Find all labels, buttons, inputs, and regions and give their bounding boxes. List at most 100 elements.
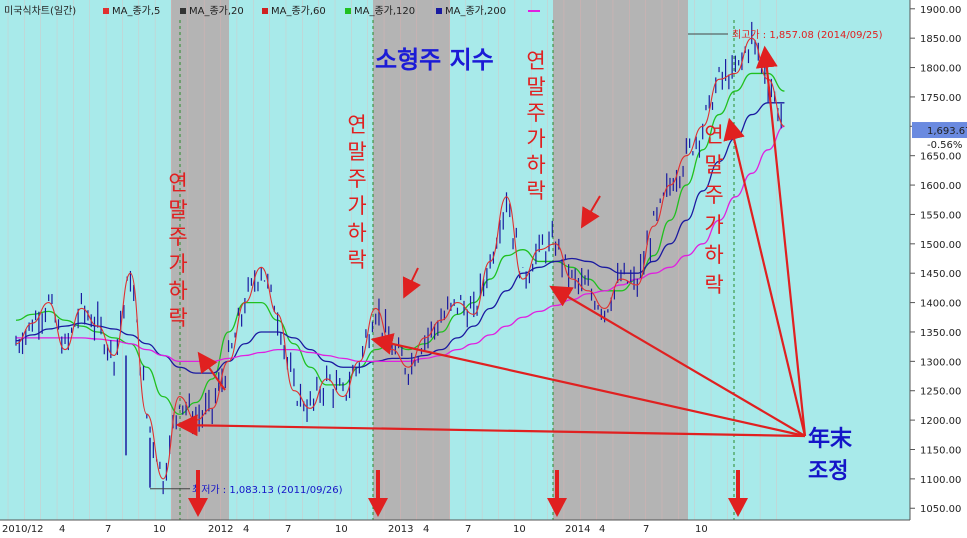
- x-tick-label: 2013: [388, 524, 413, 535]
- y-tick-label: 1900.00: [920, 5, 961, 16]
- legend: 미국식차트(일간) MA_종가,5 MA_종가,20 MA_종가,60 MA_종…: [4, 5, 540, 17]
- legend-swatch-ma20: [180, 8, 186, 14]
- y-tick-label: 1350.00: [920, 328, 961, 339]
- y-tick-label: 1850.00: [920, 34, 961, 45]
- pointer-arrow-4: [723, 117, 807, 437]
- down-arrow-head-2: [368, 498, 388, 517]
- x-tick-label: 2014: [565, 524, 590, 535]
- x-tick-label: 10: [695, 524, 708, 535]
- legend-ma5: MA_종가,5: [112, 5, 160, 17]
- x-tick-label: 2012: [208, 524, 233, 535]
- legend-ma200: MA_종가,200: [445, 5, 506, 17]
- legend-ma120: MA_종가,120: [354, 5, 415, 17]
- plot-background: [0, 0, 910, 520]
- annotation-year-end-4-char: 가: [704, 213, 723, 237]
- x-tick-label: 4: [599, 524, 605, 535]
- annotation-year-end-1-char: 하: [168, 279, 187, 303]
- y-tick-label: 1600.00: [920, 181, 961, 192]
- annotation-year-end-3-char: 주: [526, 101, 545, 125]
- y-axis-panel: [910, 0, 967, 538]
- y-tick-label: 1400.00: [920, 299, 961, 310]
- annotation-year-end-2-char: 주: [347, 167, 366, 191]
- x-tick-label: 7: [105, 524, 111, 535]
- annotation-year-end-1-char: 가: [168, 252, 187, 276]
- y-tick-label: 1050.00: [920, 504, 961, 515]
- annotation-year-end-3-char: 하: [526, 153, 545, 177]
- down-arrow-head-1: [188, 498, 208, 517]
- annotation-year-end-1-char: 주: [168, 225, 187, 249]
- x-tick-label: 4: [423, 524, 429, 535]
- annotation-year-end-3-char: 가: [526, 127, 545, 151]
- high-label: 최고가 : 1,857.08 (2014/09/25): [732, 29, 883, 41]
- y-tick-label: 1450.00: [920, 269, 961, 280]
- annotation-jojeong: 조정: [808, 458, 848, 484]
- pointer-arrow-3: [549, 285, 806, 437]
- annotation-year-end-4-char: 말: [704, 153, 723, 177]
- y-tick-label: 1550.00: [920, 210, 961, 221]
- x-tick-label: 10: [153, 524, 166, 535]
- y-tick-label: 1500.00: [920, 240, 961, 251]
- annotation-year-end-2-char: 락: [347, 248, 366, 272]
- annotation-year-end-2-char: 가: [347, 194, 366, 218]
- down-arrow-head-4: [728, 498, 748, 517]
- annotation-year-end-2-char: 연: [347, 113, 366, 137]
- annotation-year-end-4-char: 락: [704, 273, 723, 297]
- current-change-label: -0.56%: [927, 140, 962, 151]
- legend-swatch-ma5: [103, 8, 109, 14]
- legend-ma60: MA_종가,60: [271, 5, 326, 17]
- chart-title: 소형주 지수: [375, 46, 494, 74]
- x-tick-label: 2010/12: [2, 524, 44, 535]
- x-tick-label: 10: [513, 524, 526, 535]
- annotation-year-end-4-char: 주: [704, 183, 723, 207]
- legend-swatch-ma200: [436, 8, 442, 14]
- legend-ma20: MA_종가,20: [189, 5, 244, 17]
- x-tick-label: 7: [643, 524, 649, 535]
- current-value-badge: [912, 122, 967, 139]
- year-end-band-3: [553, 0, 688, 520]
- x-tick-label: 10: [335, 524, 348, 535]
- y-tick-label: 1200.00: [920, 416, 961, 427]
- x-axis-panel: [0, 520, 910, 538]
- inner-arrow-2: [402, 267, 421, 299]
- annotation-year-end-2-char: 말: [347, 140, 366, 164]
- current-value-label: 1,693.67: [927, 126, 967, 137]
- annotation-year-end-4-char: 연: [704, 123, 723, 147]
- pointer-arrow-5: [755, 45, 807, 437]
- y-tick-label: 1300.00: [920, 357, 961, 368]
- annotation-year-end-2-char: 하: [347, 221, 366, 245]
- legend-price: 미국식차트(일간): [4, 5, 76, 17]
- y-tick-label: 1100.00: [920, 475, 961, 486]
- annotation-year-end-1-char: 락: [168, 306, 187, 330]
- inner-arrow-1: [197, 351, 226, 391]
- x-tick-label: 4: [243, 524, 249, 535]
- y-tick-label: 1650.00: [920, 152, 961, 163]
- y-tick-label: 1750.00: [920, 93, 961, 104]
- x-tick-label: 7: [465, 524, 471, 535]
- annotation-nyeonmal: 年末: [808, 426, 853, 452]
- low-label: 최저가 : 1,083.13 (2011/09/26): [192, 484, 343, 496]
- annotation-year-end-3-char: 연: [526, 49, 545, 73]
- year-end-band-2: [373, 0, 450, 520]
- y-tick-label: 1150.00: [920, 445, 961, 456]
- down-arrow-head-3: [547, 498, 567, 517]
- annotation-year-end-1-char: 연: [168, 171, 187, 195]
- x-tick-label: 7: [285, 524, 291, 535]
- pointer-arrow-1: [175, 414, 806, 438]
- ma-line-3: [16, 125, 785, 362]
- y-tick-label: 1800.00: [920, 64, 961, 75]
- inner-arrow-3: [580, 195, 601, 229]
- legend-swatch-ma120: [345, 8, 351, 14]
- annotation-year-end-4-char: 하: [704, 243, 723, 267]
- annotation-year-end-1-char: 말: [168, 198, 187, 222]
- y-tick-label: 1250.00: [920, 387, 961, 398]
- legend-swatch-ma60: [262, 8, 268, 14]
- annotation-year-end-3-char: 말: [526, 75, 545, 99]
